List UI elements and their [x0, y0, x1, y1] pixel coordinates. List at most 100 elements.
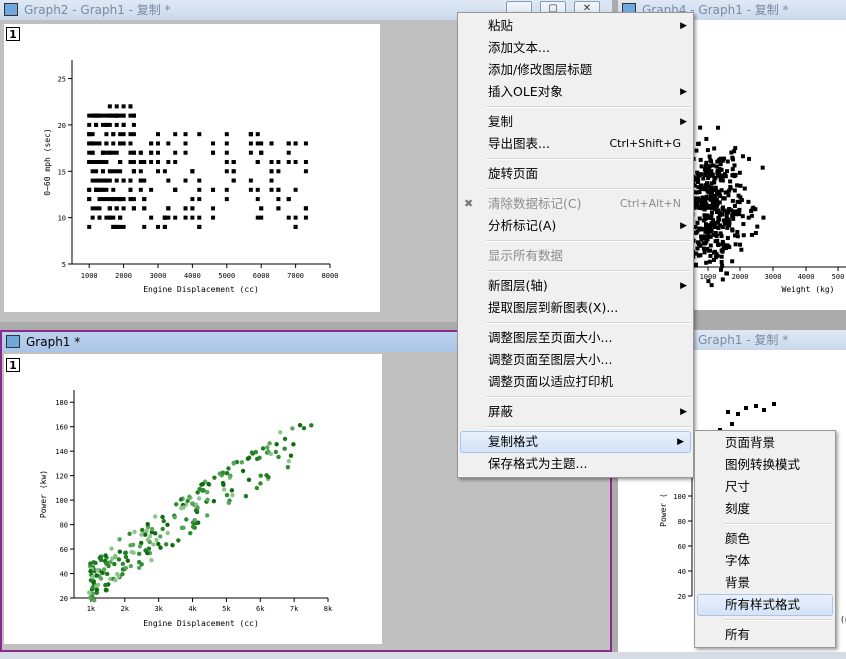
data-point	[149, 160, 154, 164]
context-menu-item-6[interactable]: 导出图表... Ctrl+Shift+G	[458, 133, 693, 155]
data-point	[111, 150, 116, 155]
data-point	[111, 113, 116, 118]
data-point	[696, 253, 701, 258]
data-point	[699, 164, 704, 169]
context-menu-item-16[interactable]: 提取图层到新图表(X)...	[458, 297, 693, 319]
data-point	[712, 224, 717, 229]
menu-separator	[486, 396, 691, 398]
data-point	[178, 497, 184, 502]
layer-number-button[interactable]: 1	[6, 27, 20, 41]
data-point	[730, 422, 734, 426]
submenu-item-2[interactable]: 尺寸	[695, 476, 835, 498]
data-point	[136, 559, 142, 565]
data-point	[131, 160, 136, 164]
submenu-item-1[interactable]: 图例转换模式	[695, 454, 835, 476]
layer-number-button[interactable]: 1	[6, 358, 20, 372]
context-menu-item-2[interactable]: 添加/修改图层标题	[458, 59, 693, 81]
data-point	[120, 572, 125, 577]
data-point	[269, 178, 274, 183]
data-point	[162, 215, 167, 220]
copy-format-submenu[interactable]: 页面背景 图例转换模式 尺寸 刻度颜色 字体 背景 所有样式格式 所有	[694, 430, 836, 648]
context-menu-item-15[interactable]: 新图层(轴) ▶	[458, 275, 693, 297]
context-menu-item-13[interactable]: 显示所有数据	[458, 245, 693, 267]
data-point	[95, 567, 100, 573]
graph1-page[interactable]	[4, 354, 382, 644]
data-point	[719, 234, 724, 239]
menu-separator	[486, 106, 691, 108]
data-point	[703, 222, 708, 227]
submenu-item-0[interactable]: 页面背景	[695, 432, 835, 454]
data-point	[138, 540, 144, 546]
data-point	[709, 181, 714, 186]
x-tick-label: 1000	[81, 272, 98, 280]
context-menu-item-22[interactable]: 屏蔽 ▶	[458, 401, 693, 423]
submenu-item-10[interactable]: 所有	[695, 624, 835, 646]
data-point	[94, 178, 99, 183]
context-menu-item-18[interactable]: 调整图层至页面大小...	[458, 327, 693, 349]
data-point	[204, 489, 210, 495]
data-point	[226, 500, 232, 505]
data-point	[704, 214, 709, 219]
data-point	[711, 163, 716, 168]
context-menu-item-24[interactable]: 复制格式 ▶	[460, 431, 691, 453]
context-menu-item-0[interactable]: 粘贴 ▶	[458, 15, 693, 37]
data-point	[156, 169, 160, 174]
x-tick-label: 8k	[324, 605, 333, 613]
data-point	[712, 180, 717, 185]
x-tick-label: 3000	[765, 273, 782, 281]
context-menu[interactable]: 粘贴 ▶ 添加文本... 添加/修改图层标题 插入OLE对象 ▶ 复制 ▶ 导出图表... Ctr…	[457, 12, 694, 478]
data-point	[142, 178, 147, 183]
data-point	[737, 212, 742, 217]
data-point	[220, 470, 225, 475]
x-tick-label: 5k	[222, 605, 231, 613]
data-point	[708, 253, 713, 258]
context-menu-item-8[interactable]: 旋转页面	[458, 163, 693, 185]
data-point	[718, 223, 723, 228]
context-menu-item-10[interactable]: ✖ 清除数据标记(C) Ctrl+Alt+N	[458, 193, 693, 215]
context-menu-item-19[interactable]: 调整页面至图层大小...	[458, 349, 693, 371]
data-point	[712, 146, 717, 151]
data-point	[106, 563, 111, 569]
y-tick-label: 25	[58, 76, 66, 84]
data-point	[696, 141, 701, 146]
data-point	[698, 243, 703, 248]
data-point	[703, 173, 708, 178]
data-point	[696, 177, 701, 182]
submenu-item-8[interactable]: 所有样式格式	[697, 594, 833, 616]
context-menu-item-1[interactable]: 添加文本...	[458, 37, 693, 59]
data-point	[128, 104, 133, 109]
data-point	[240, 468, 246, 474]
data-point	[276, 187, 281, 192]
data-point	[130, 542, 136, 548]
data-point	[132, 529, 137, 535]
context-menu-item-5[interactable]: 复制 ▶	[458, 111, 693, 133]
data-point	[97, 187, 102, 192]
x-axis-title: Weight (kg)	[782, 285, 835, 294]
data-point	[709, 188, 714, 193]
data-point	[197, 197, 202, 202]
data-point	[258, 473, 263, 478]
context-menu-item-25[interactable]: 保存格式为主题...	[458, 453, 693, 475]
data-point	[718, 211, 723, 216]
data-point	[87, 224, 92, 229]
context-menu-item-label: 清除数据标记(C)	[488, 196, 582, 211]
context-menu-item-3[interactable]: 插入OLE对象 ▶	[458, 81, 693, 103]
data-point	[704, 166, 709, 171]
submenu-arrow-icon: ▶	[680, 221, 687, 231]
submenu-item-5[interactable]: 颜色	[695, 528, 835, 550]
context-menu-item-20[interactable]: 调整页面以适应打印机	[458, 371, 693, 393]
data-point	[224, 187, 229, 192]
context-menu-item-11[interactable]: 分析标记(A) ▶	[458, 215, 693, 237]
data-point	[230, 492, 235, 498]
data-point	[173, 502, 179, 507]
data-point	[720, 263, 725, 268]
data-point	[87, 122, 92, 127]
data-point	[131, 169, 136, 174]
data-point	[694, 148, 699, 153]
data-point	[706, 190, 711, 195]
data-point	[721, 173, 726, 178]
submenu-item-3[interactable]: 刻度	[695, 498, 835, 520]
data-point	[255, 187, 260, 192]
submenu-item-6[interactable]: 字体	[695, 550, 835, 572]
submenu-item-7[interactable]: 背景	[695, 572, 835, 594]
